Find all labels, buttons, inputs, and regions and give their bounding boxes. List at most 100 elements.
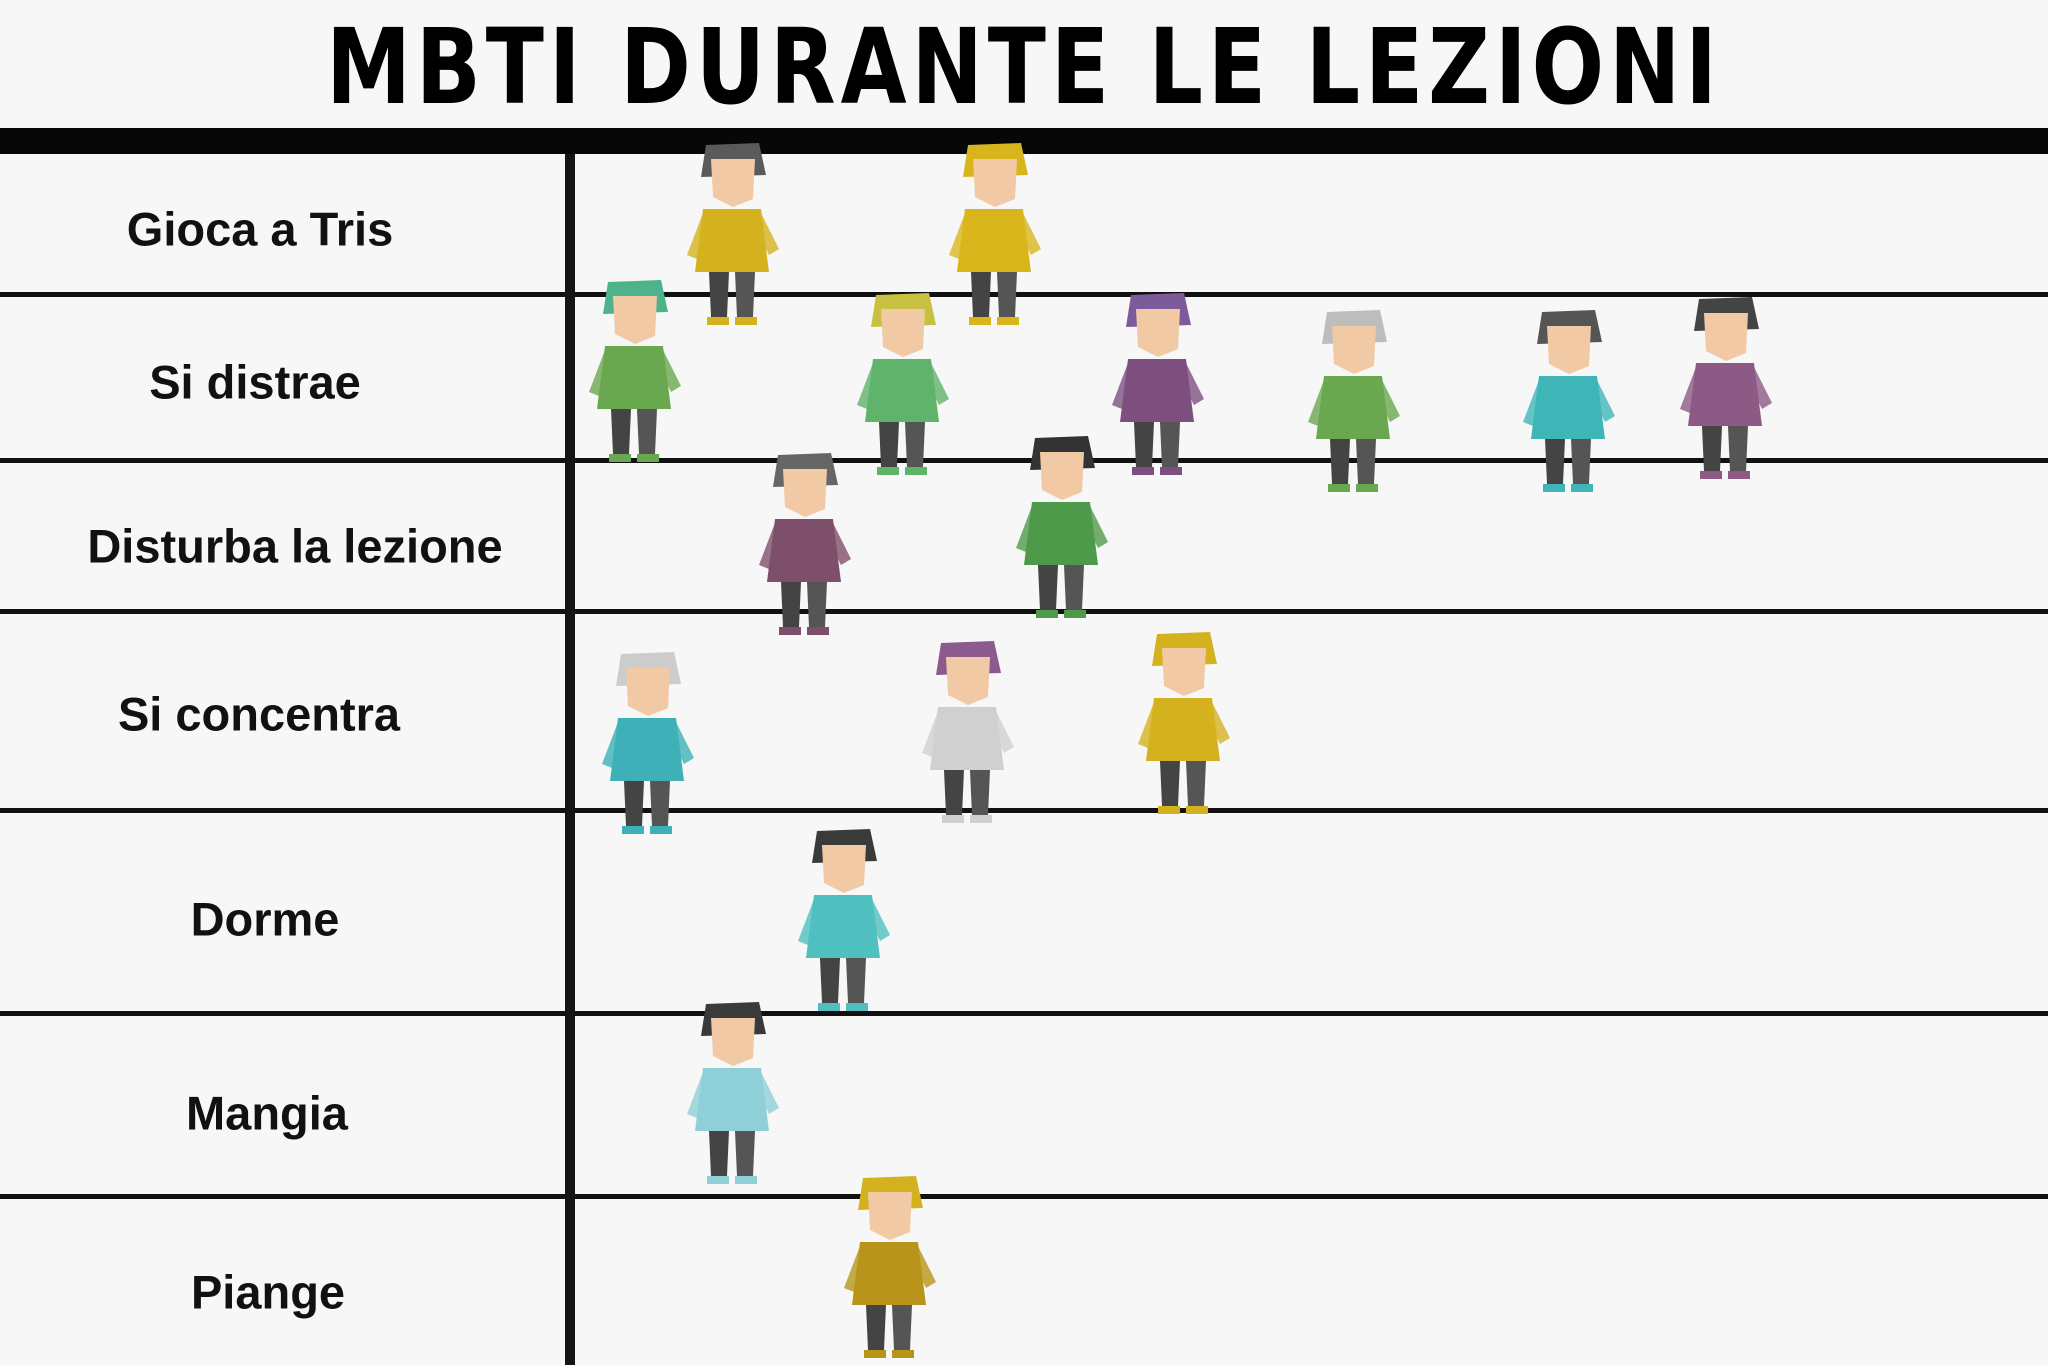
body [767,519,841,582]
arm-left [687,213,711,259]
arm-right [753,1072,779,1114]
row-label-si-distrae: Si distrae [149,355,361,409]
legs [866,1305,886,1350]
character-figure [841,287,961,482]
arm-right [988,711,1014,753]
character-figure [1122,626,1242,821]
body [957,209,1031,272]
arm-right [825,523,851,565]
arm-right [910,1246,936,1288]
head [1547,326,1591,374]
body [852,1242,926,1305]
arm-right [753,213,779,255]
row-divider [0,808,2048,813]
body [597,346,671,409]
arm-left [1680,367,1704,413]
character-figure [573,274,693,469]
arm-right [1589,380,1615,422]
legs [879,422,899,467]
page-title: MBTI DURANTE LE LEZIONI [326,6,1722,128]
body [1316,376,1390,439]
arm-left [1523,380,1547,426]
legs [1330,439,1350,484]
column-divider [565,154,575,1365]
arm-right [1374,380,1400,422]
body [1146,698,1220,761]
row-divider [0,292,2048,297]
body [1120,359,1194,422]
arm-right [1178,363,1204,405]
character-figure [933,137,1053,332]
row-divider [0,609,2048,614]
character-figure [743,447,863,642]
head [1136,309,1180,357]
legs [709,272,729,317]
character-figure [828,1170,948,1365]
character-figure [1664,291,1784,486]
head [613,296,657,344]
body [930,707,1004,770]
body [695,1068,769,1131]
row-divider [0,458,2048,463]
legs [820,958,840,1003]
character-figure [671,137,791,332]
character-figure [1000,430,1120,625]
character-figure [906,635,1026,830]
row-divider [0,1011,2048,1016]
legs [1545,439,1565,484]
legs [1702,426,1722,471]
arm-right [668,722,694,764]
head [881,309,925,357]
row-label-dorme: Dorme [190,892,340,946]
row-label-piange: Piange [190,1265,346,1319]
head [1332,326,1376,374]
arm-left [1016,506,1040,552]
arm-right [1015,213,1041,255]
row-label-si-concentra: Si concentra [117,687,401,741]
arm-left [844,1246,868,1292]
arm-left [687,1072,711,1118]
arm-right [1746,367,1772,409]
head [626,668,670,716]
arm-left [759,523,783,569]
arm-left [602,722,626,768]
head [868,1192,912,1240]
row-label-disturba-la-lezione: Disturba la lezione [87,519,503,573]
body [1024,502,1098,565]
header-divider [0,128,2048,154]
arm-left [1308,380,1332,426]
arm-left [798,899,822,945]
head [1704,313,1748,361]
row-label-gioca-a-tris: Gioca a Tris [126,202,394,256]
arm-right [655,350,681,392]
legs [1134,422,1154,467]
legs [944,770,964,815]
body [1688,363,1762,426]
head [946,657,990,705]
legs [624,781,644,826]
legs [781,582,801,627]
body [806,895,880,958]
character-figure [1507,304,1627,499]
arm-right [1082,506,1108,548]
arm-left [589,350,613,396]
character-figure [1096,287,1216,482]
arm-right [923,363,949,405]
body [610,718,684,781]
arm-left [922,711,946,757]
body [1531,376,1605,439]
head [711,159,755,207]
arm-left [1112,363,1136,409]
legs [1160,761,1180,806]
row-label-mangia: Mangia [186,1086,348,1140]
character-figure [586,646,706,841]
arm-left [1138,702,1162,748]
legs [709,1131,729,1176]
arm-left [857,363,881,409]
character-figure [782,823,902,1018]
arm-left [949,213,973,259]
head [711,1018,755,1066]
head [822,845,866,893]
arm-right [1204,702,1230,744]
arm-right [864,899,890,941]
